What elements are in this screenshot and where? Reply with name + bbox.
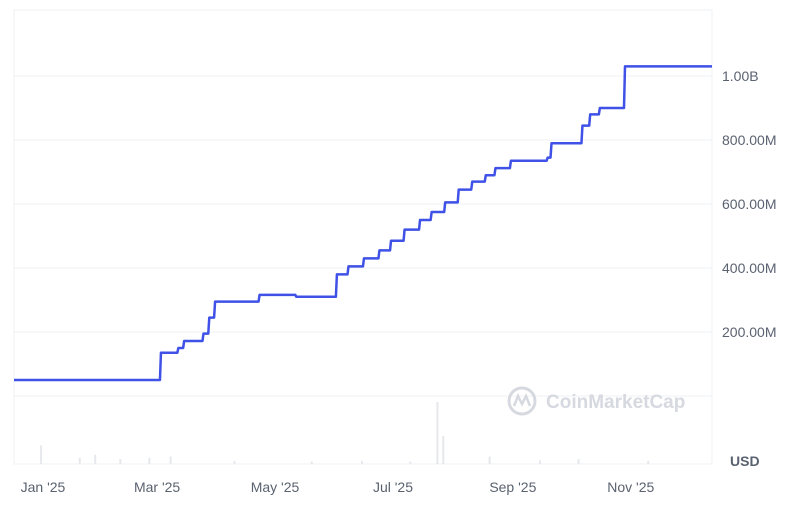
volume-bar bbox=[310, 461, 313, 464]
y-axis-labels: 200.00M 400.00M 600.00M 800.00M 1.00B bbox=[722, 68, 776, 340]
y-tick-label: 400.00M bbox=[722, 260, 776, 276]
volume-bar bbox=[488, 456, 491, 464]
volume-bar bbox=[409, 461, 412, 464]
x-tick-label: Jan '25 bbox=[21, 479, 66, 495]
x-tick-label: Sep '25 bbox=[489, 479, 536, 495]
volume-bar bbox=[78, 457, 81, 464]
y-tick-label: 800.00M bbox=[722, 132, 776, 148]
volume-bar bbox=[538, 460, 541, 464]
volume-bars bbox=[40, 402, 650, 464]
x-tick-label: Jul '25 bbox=[373, 479, 413, 495]
watermark-text: CoinMarketCap bbox=[546, 392, 685, 413]
volume-bar bbox=[233, 460, 236, 464]
x-tick-label: Mar '25 bbox=[134, 479, 180, 495]
volume-bar bbox=[148, 457, 151, 464]
currency-label: USD bbox=[730, 453, 760, 469]
y-tick-label: 600.00M bbox=[722, 196, 776, 212]
volume-bar bbox=[436, 402, 439, 464]
watermark: CoinMarketCap bbox=[507, 386, 685, 416]
logo-mark bbox=[512, 392, 532, 407]
x-tick-label: May '25 bbox=[251, 479, 300, 495]
x-axis-labels: Jan '25 Mar '25 May '25 Jul '25 Sep '25 Nov '… bbox=[21, 479, 655, 495]
volume-bar bbox=[94, 454, 97, 464]
x-tick-label: Nov '25 bbox=[607, 479, 654, 495]
volume-bar bbox=[647, 460, 650, 464]
y-tick-label: 200.00M bbox=[722, 324, 776, 340]
volume-bar bbox=[442, 436, 445, 464]
gridlines bbox=[14, 75, 712, 333]
volume-bar bbox=[361, 460, 364, 464]
volume-bar bbox=[577, 459, 580, 464]
market-cap-line bbox=[14, 65, 713, 382]
volume-bar bbox=[169, 456, 172, 464]
volume-bar bbox=[40, 445, 43, 464]
coinmarketcap-logo-icon bbox=[507, 386, 537, 416]
y-tick-label: 1.00B bbox=[722, 68, 759, 84]
volume-bar bbox=[119, 459, 122, 464]
